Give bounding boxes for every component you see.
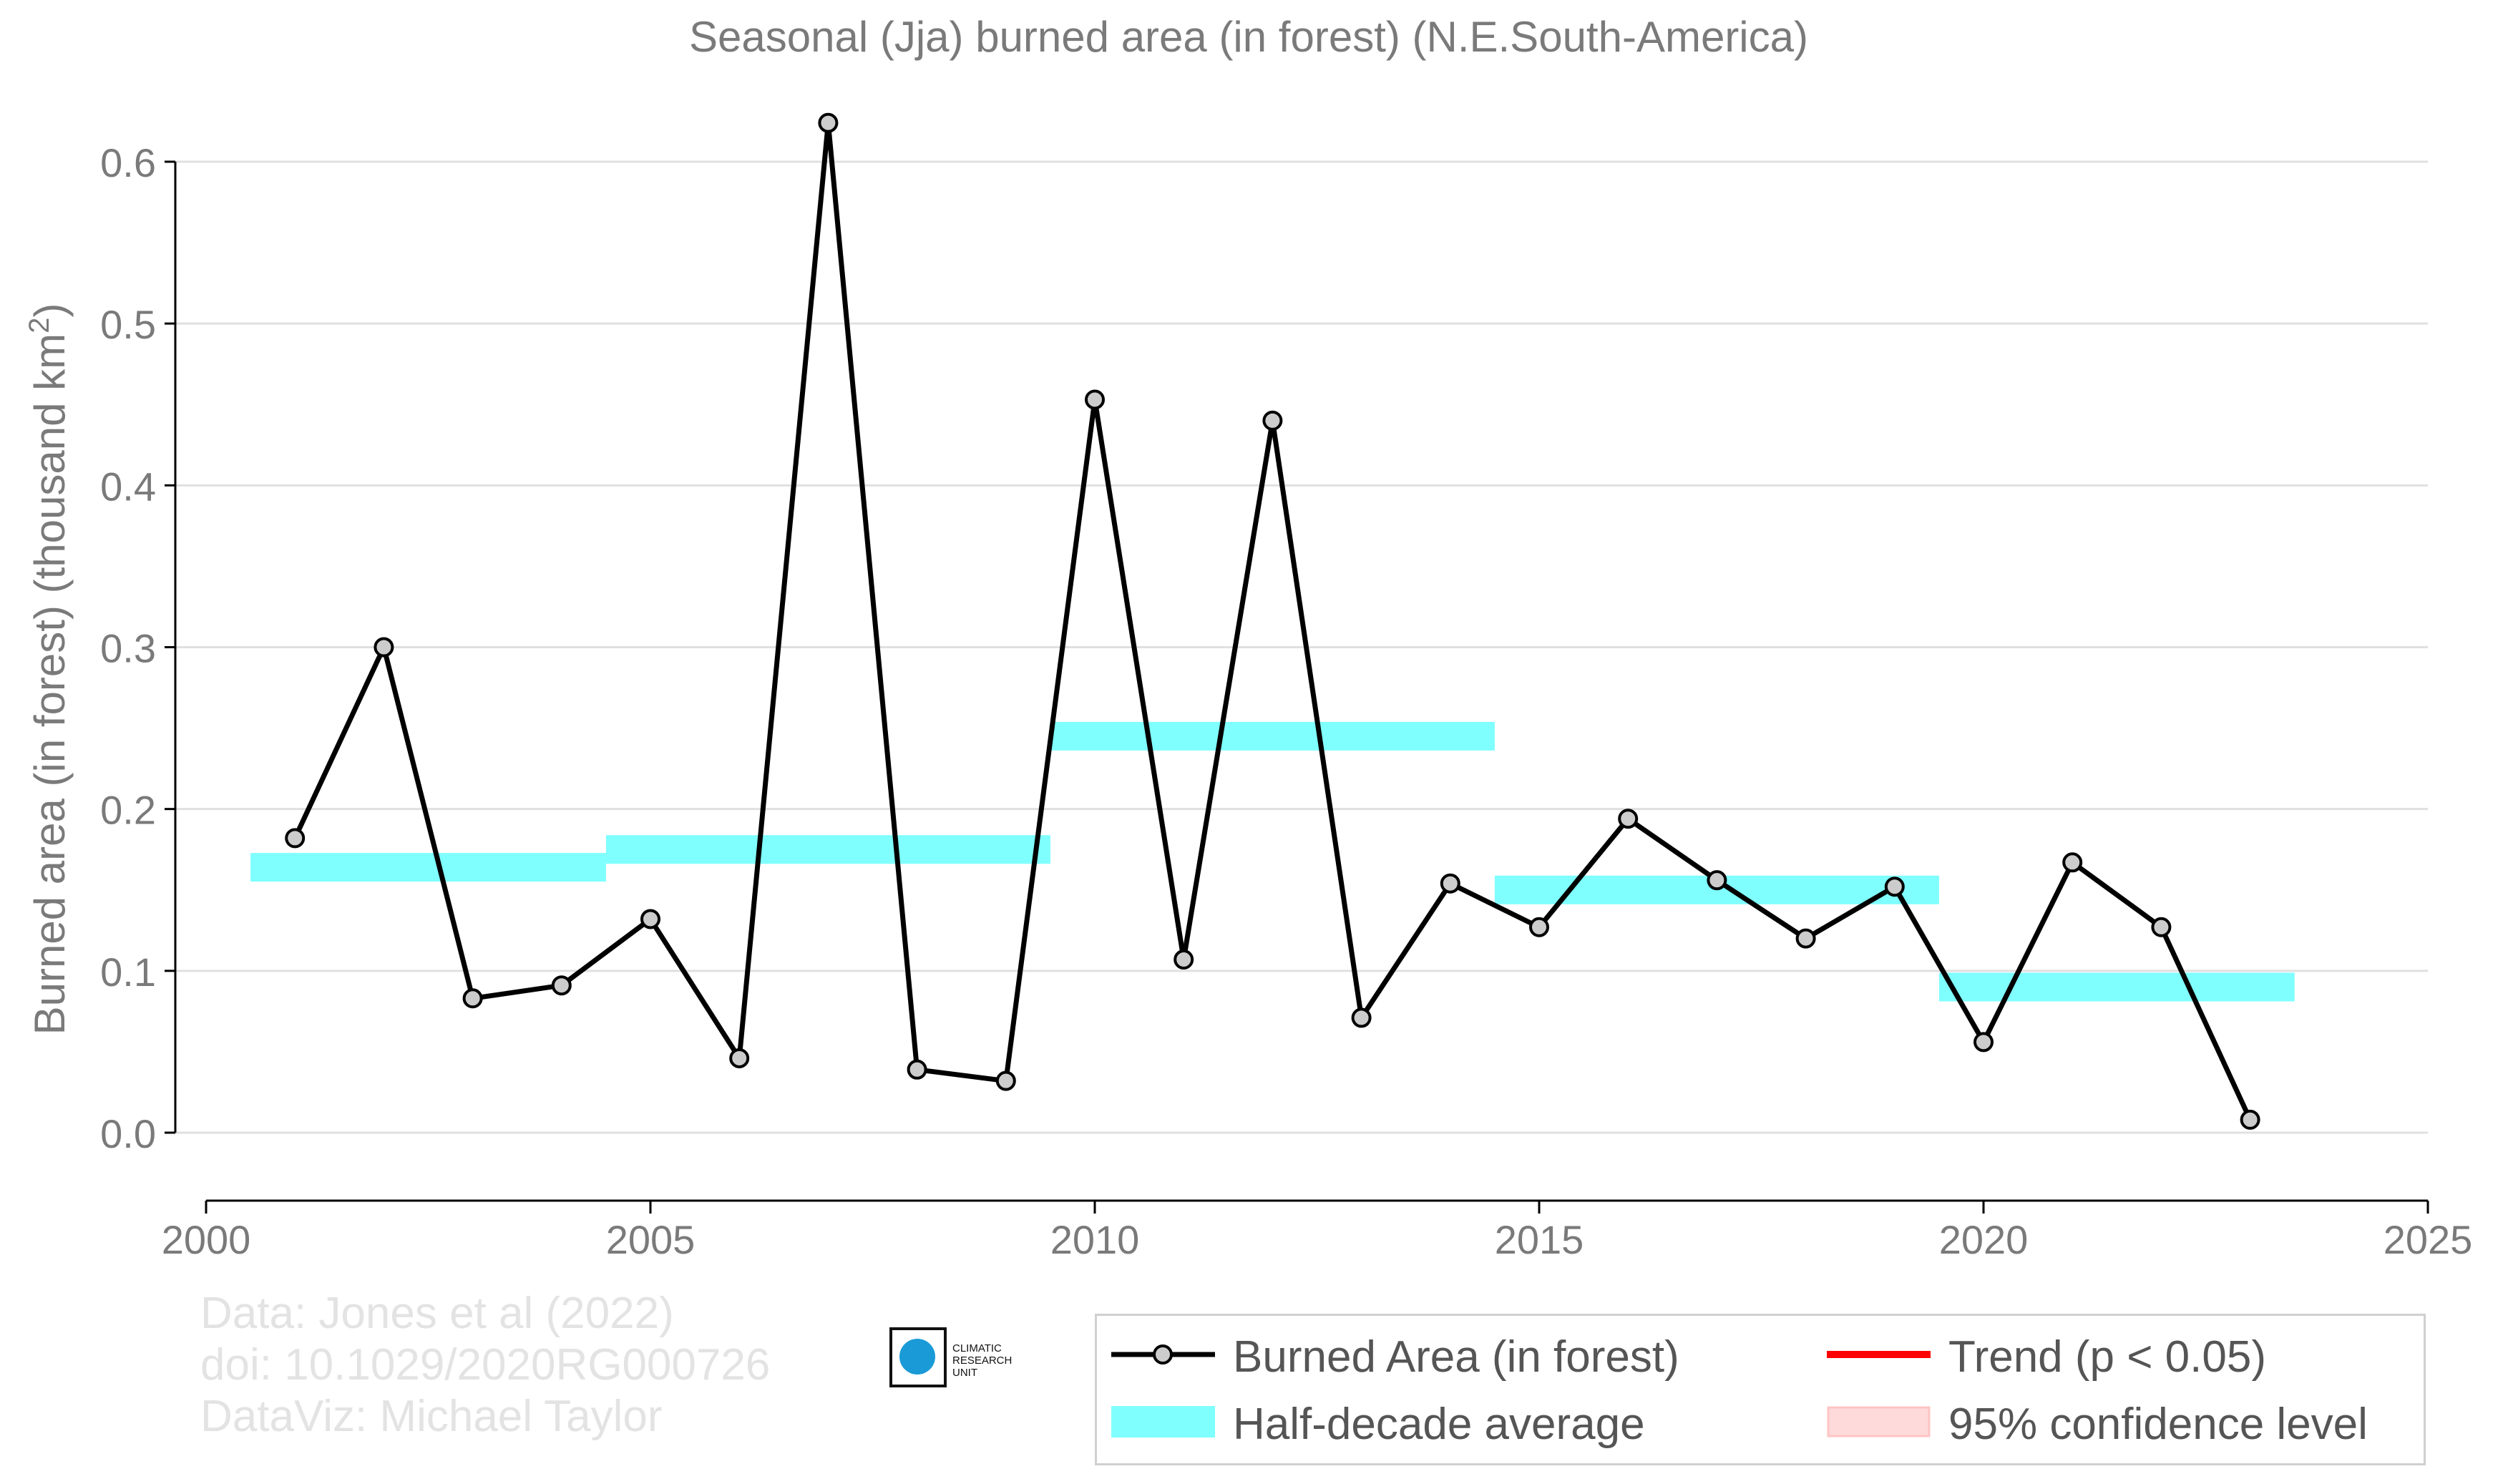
data-point (1529, 917, 1549, 937)
legend-label-trend: Trend (p < 0.05) (1948, 1332, 2266, 1382)
y-tick-label: 0.0 (100, 1111, 156, 1156)
y-tick-label: 0.6 (100, 140, 156, 185)
legend-key-pink-band (1827, 1406, 1931, 1437)
y-tick-label: 0.3 (100, 626, 156, 671)
x-tick-label: 2010 (1050, 1217, 1140, 1262)
axes: 0.0 0.1 0.2 0.3 0.4 0.5 0.6 2000 2005 2010 2015 202… (100, 140, 2472, 1262)
data-point (1795, 928, 1816, 949)
data-point (1174, 950, 1194, 970)
gridlines (175, 160, 2428, 1134)
half-decade-band (1938, 972, 2295, 1002)
y-tick-label: 0.2 (100, 788, 156, 833)
chart-title: Seasonal (Jja) burned area (in forest) (… (689, 13, 1808, 61)
y-axis-label: Burned area (in forest) (thousand km2) (24, 303, 74, 1035)
data-point (2062, 852, 2083, 873)
y-tick-label: 0.5 (100, 302, 156, 347)
half-decade-band (250, 853, 606, 882)
x-tick-label: 2025 (2384, 1217, 2473, 1262)
legend-label-confidence: 95% confidence level (1948, 1400, 2368, 1449)
logo-line-2: RESEARCH (952, 1354, 1013, 1367)
legend-key-cyan-band (1111, 1406, 1215, 1437)
credit-data: Data: Jones et al (2022) (200, 1289, 674, 1338)
globe-icon (899, 1339, 935, 1375)
legend-item-trend: Trend (p < 0.05) (1812, 1326, 2414, 1383)
chart-legend: Burned Area (in forest) Trend (p < 0.05)… (1095, 1314, 2426, 1465)
data-point (1707, 870, 1727, 891)
half-decade-band (605, 835, 1050, 864)
data-point (2151, 917, 2172, 937)
data-point (462, 988, 483, 1009)
legend-item-burned-area: Burned Area (in forest) (1097, 1326, 1741, 1383)
x-tick-label: 2020 (1939, 1217, 2029, 1262)
half-decade-band (1050, 721, 1495, 751)
x-tick-label: 2005 (606, 1217, 696, 1262)
data-point (818, 112, 839, 133)
climatic-research-unit-logo: CLIMATIC RESEARCH UNIT (889, 1327, 1047, 1392)
legend-key-line-marker (1111, 1344, 1215, 1365)
legend-key-trend-line (1827, 1351, 1931, 1358)
data-point (1973, 1032, 1994, 1053)
data-point (907, 1059, 927, 1080)
y-tick-label: 0.4 (100, 464, 156, 509)
data-point (1085, 389, 1105, 410)
data-point (374, 637, 394, 658)
data-point (1440, 873, 1460, 894)
legend-item-half-decade: Half-decade average (1097, 1393, 1741, 1450)
x-tick-label: 2015 (1495, 1217, 1584, 1262)
data-point (551, 975, 572, 996)
data-point (285, 828, 306, 849)
logo-line-1: CLIMATIC (952, 1342, 1002, 1354)
y-tick-label: 0.1 (100, 950, 156, 995)
data-point (640, 909, 660, 929)
data-point (2240, 1109, 2260, 1130)
logo-line-3: UNIT (952, 1367, 977, 1379)
burned-area-points (285, 112, 2260, 1130)
credit-doi: doi: 10.1029/2020RG000726 (200, 1340, 771, 1390)
credit-dataviz: DataViz: Michael Taylor (200, 1392, 663, 1441)
legend-item-confidence: 95% confidence level (1812, 1393, 2414, 1450)
data-point (729, 1048, 750, 1068)
data-point (1618, 809, 1639, 829)
half-decade-bands (250, 721, 2295, 1002)
data-point (1884, 877, 1905, 897)
data-point (1262, 410, 1283, 431)
legend-label-burned-area: Burned Area (in forest) (1233, 1332, 1679, 1382)
legend-label-half-decade: Half-decade average (1233, 1400, 1645, 1449)
x-tick-label: 2000 (162, 1217, 251, 1262)
data-point (1351, 1007, 1372, 1028)
data-point (995, 1070, 1016, 1091)
logo-frame (889, 1327, 947, 1387)
